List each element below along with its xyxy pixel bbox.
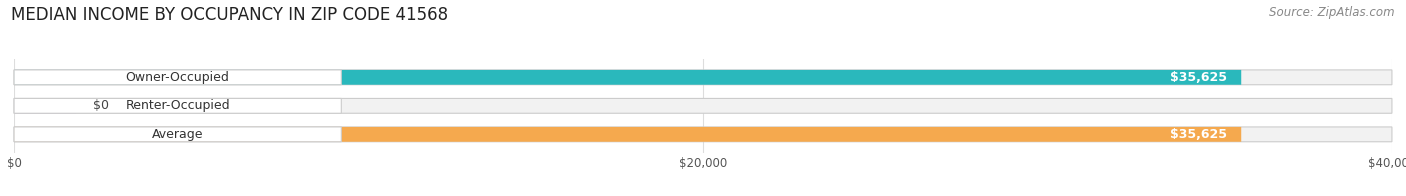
FancyBboxPatch shape xyxy=(14,127,1392,142)
FancyBboxPatch shape xyxy=(14,98,76,113)
FancyBboxPatch shape xyxy=(14,127,1241,142)
FancyBboxPatch shape xyxy=(14,70,1392,85)
Text: Average: Average xyxy=(152,128,204,141)
Text: $0: $0 xyxy=(93,99,110,112)
Text: MEDIAN INCOME BY OCCUPANCY IN ZIP CODE 41568: MEDIAN INCOME BY OCCUPANCY IN ZIP CODE 4… xyxy=(11,6,449,24)
FancyBboxPatch shape xyxy=(14,98,342,113)
Text: Renter-Occupied: Renter-Occupied xyxy=(125,99,231,112)
FancyBboxPatch shape xyxy=(14,70,1241,85)
Text: $35,625: $35,625 xyxy=(1170,71,1227,84)
FancyBboxPatch shape xyxy=(14,70,342,85)
FancyBboxPatch shape xyxy=(14,98,1392,113)
Text: Owner-Occupied: Owner-Occupied xyxy=(125,71,229,84)
Text: Source: ZipAtlas.com: Source: ZipAtlas.com xyxy=(1270,6,1395,19)
Text: $35,625: $35,625 xyxy=(1170,128,1227,141)
FancyBboxPatch shape xyxy=(14,127,342,142)
